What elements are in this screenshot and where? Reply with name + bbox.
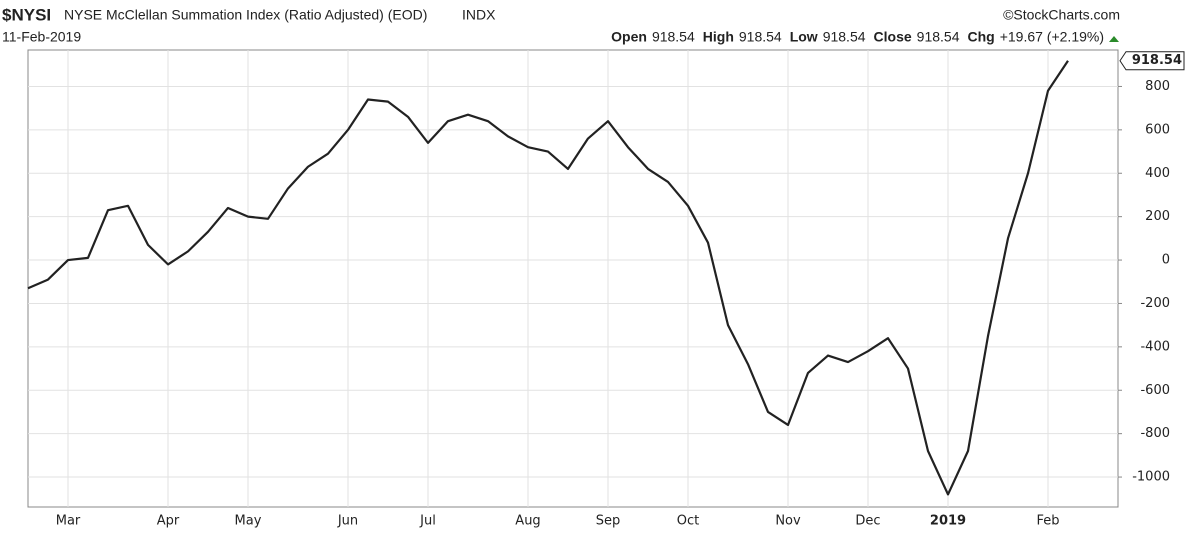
symbol: $NYSI: [2, 5, 51, 24]
up-arrow: [1109, 36, 1119, 42]
y-tick-label: -800: [1140, 426, 1170, 441]
quote-label: Chg: [967, 29, 994, 45]
x-tick-label: Dec: [855, 514, 880, 529]
quote-label: Open: [611, 29, 647, 45]
exchange: INDX: [462, 7, 496, 23]
plot-frame: [27, 49, 1119, 508]
date: 11-Feb-2019: [2, 29, 81, 45]
quote-label: Close: [874, 29, 912, 45]
y-tick-label: 400: [1145, 166, 1170, 181]
quote-value: 918.54: [823, 29, 866, 45]
y-tick-label: 800: [1145, 79, 1170, 94]
quote-label: Low: [790, 29, 818, 45]
x-tick-label: Aug: [515, 514, 540, 529]
x-tick-label: Oct: [677, 514, 699, 529]
x-tick-label: Mar: [56, 514, 81, 529]
x-tick-label: Jul: [419, 514, 436, 529]
x-tick-label: 2019: [930, 514, 966, 529]
x-tick-label: May: [235, 514, 262, 529]
y-tick-label: -600: [1140, 383, 1170, 398]
last-value-box: [1119, 51, 1185, 71]
chart-title: NYSE McClellan Summation Index (Ratio Ad…: [64, 7, 427, 23]
y-tick-label: -1000: [1132, 470, 1170, 485]
y-tick-label: -200: [1140, 296, 1170, 311]
credit: ©StockCharts.com: [1003, 7, 1120, 23]
x-tick-label: Jun: [337, 514, 358, 529]
quote-value: +19.67 (+2.19%): [1000, 29, 1104, 45]
x-tick-label: Apr: [157, 514, 180, 529]
quote-value: 918.54: [652, 29, 695, 45]
quote-value: 918.54: [917, 29, 960, 45]
y-tick-label: 0: [1162, 253, 1170, 268]
y-tick-label: -400: [1140, 339, 1170, 354]
quote: +19.67 (+2.19%) Chg 918.54 Close 918.54 Low 91…: [611, 29, 1104, 45]
y-tick-label: 200: [1145, 209, 1170, 224]
x-tick-label: Sep: [596, 514, 621, 529]
line: [27, 60, 1069, 496]
last-value-label: 918.54: [1132, 53, 1182, 68]
x-tick-label: Feb: [1036, 514, 1059, 529]
quote-label: High: [703, 29, 734, 45]
quote-value: 918.54: [739, 29, 782, 45]
y-tick-label: 600: [1145, 122, 1170, 137]
x-tick-label: Nov: [775, 514, 801, 529]
